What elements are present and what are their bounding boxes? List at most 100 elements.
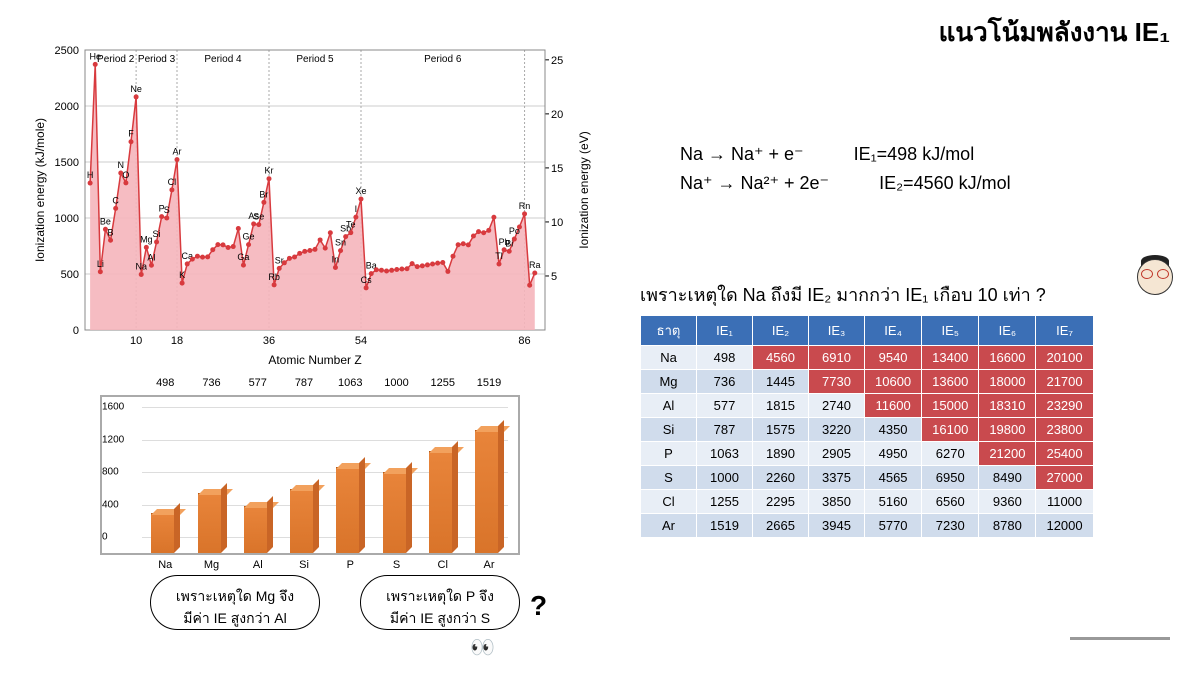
table-cell: 736 (697, 370, 753, 394)
table-cell: 13600 (922, 370, 979, 394)
table-cell: 3850 (809, 490, 865, 514)
footer-divider (1070, 637, 1170, 640)
table-cell: 4350 (865, 418, 922, 442)
svg-text:Period 2: Period 2 (97, 54, 135, 65)
svg-text:Sn: Sn (335, 238, 346, 248)
table-cell: 1255 (697, 490, 753, 514)
svg-text:Ge: Ge (243, 232, 255, 242)
table-cell: 1445 (753, 370, 809, 394)
table-cell: 11000 (1036, 490, 1093, 514)
table-header: IE₅ (922, 316, 979, 346)
table-cell: 15000 (922, 394, 979, 418)
bar-label: P (330, 559, 370, 571)
table-cell: 18000 (979, 370, 1036, 394)
svg-text:Period 3: Period 3 (138, 54, 176, 65)
svg-text:15: 15 (551, 163, 563, 175)
svg-text:25: 25 (551, 55, 563, 67)
table-cell: 21200 (979, 442, 1036, 466)
svg-text:Atomic Number Z: Atomic Number Z (268, 353, 361, 367)
svg-text:10: 10 (130, 335, 142, 347)
table-cell: 4565 (865, 466, 922, 490)
svg-text:5: 5 (551, 271, 557, 283)
table-header: IE₁ (697, 316, 753, 346)
table-header: IE₇ (1036, 316, 1093, 346)
table-row: Si787157532204350161001980023800 (641, 418, 1094, 442)
period3-bar-chart: 040080012001600Na498Mg736Al577Si787P1063… (100, 395, 520, 555)
equations-block: Na → Na⁺ + e⁻ IE₁=498 kJ/mol Na⁺ → Na²⁺ … (680, 140, 1011, 198)
svg-text:2500: 2500 (55, 45, 79, 57)
table-cell: 16600 (979, 346, 1036, 370)
table-row: Na498456069109540134001660020100 (641, 346, 1094, 370)
bar-label: S (377, 559, 417, 571)
bar-value: 498 (145, 377, 185, 511)
table-cell: 20100 (1036, 346, 1093, 370)
bar-value: 1519 (469, 377, 509, 428)
svg-text:18: 18 (171, 335, 183, 347)
table-cell: 6910 (809, 346, 865, 370)
eq1-left: Na → Na⁺ + e⁻ (680, 140, 804, 169)
table-cell: 4950 (865, 442, 922, 466)
table-cell: 21700 (1036, 370, 1093, 394)
svg-text:Period 6: Period 6 (424, 54, 462, 65)
svg-text:2000: 2000 (55, 101, 79, 113)
bar-label: Si (284, 559, 324, 571)
bar-al (244, 506, 267, 553)
table-cell: 577 (697, 394, 753, 418)
speech-bubble-p-s: เพราะเหตุใด P จึง มีค่า IE สูงกว่า S (360, 575, 520, 630)
table-cell: 23290 (1036, 394, 1093, 418)
bar-value: 736 (192, 377, 232, 491)
table-cell: 6950 (922, 466, 979, 490)
bar-label: Mg (192, 559, 232, 571)
table-cell: 10600 (865, 370, 922, 394)
svg-text:36: 36 (263, 335, 275, 347)
svg-text:Period 5: Period 5 (296, 54, 334, 65)
table-cell: 6560 (922, 490, 979, 514)
table-cell: 2295 (753, 490, 809, 514)
table-cell: 18310 (979, 394, 1036, 418)
table-header: IE₂ (753, 316, 809, 346)
table-row: Ar15192665394557707230878012000 (641, 514, 1094, 538)
page-title: แนวโน้มพลังงาน IE₁ (939, 12, 1170, 53)
eq1-right: IE₁=498 kJ/mol (854, 140, 975, 169)
table-cell: 1000 (697, 466, 753, 490)
table-cell: 23800 (1036, 418, 1093, 442)
table-cell: 6270 (922, 442, 979, 466)
svg-text:Cs: Cs (361, 275, 372, 285)
svg-text:1000: 1000 (55, 213, 79, 225)
svg-text:Se: Se (253, 212, 264, 222)
svg-text:Br: Br (259, 189, 268, 199)
svg-text:Ga: Ga (237, 252, 249, 262)
bar-label: Cl (423, 559, 463, 571)
svg-text:Na: Na (135, 261, 147, 271)
svg-text:In: In (332, 255, 340, 265)
svg-text:K: K (179, 270, 185, 280)
table-cell: 1815 (753, 394, 809, 418)
bubble2-line2: มีค่า IE สูงกว่า S (377, 608, 503, 630)
table-cell: 9360 (979, 490, 1036, 514)
bar-p (336, 467, 359, 553)
svg-text:B: B (108, 227, 114, 237)
table-cell: 7230 (922, 514, 979, 538)
question-text: เพราะเหตุใด Na ถึงมี IE₂ มากกว่า IE₁ เกื… (640, 280, 1120, 309)
table-cell: 8490 (979, 466, 1036, 490)
eyes-icon: 👀 (470, 635, 495, 660)
svg-text:Period 4: Period 4 (204, 54, 242, 65)
table-cell: 3945 (809, 514, 865, 538)
table-cell: 1890 (753, 442, 809, 466)
bar-cl (429, 451, 452, 553)
bar-value: 577 (238, 377, 278, 504)
table-row: Mg7361445773010600136001800021700 (641, 370, 1094, 394)
bar-label: Ar (469, 559, 509, 571)
table-cell: 4560 (753, 346, 809, 370)
svg-text:Te: Te (346, 220, 356, 230)
svg-text:F: F (128, 129, 134, 139)
bar-label: Al (238, 559, 278, 571)
table-cell: 2665 (753, 514, 809, 538)
eq2-left: Na⁺ → Na²⁺ + 2e⁻ (680, 169, 829, 198)
table-cell: 12000 (1036, 514, 1093, 538)
svg-text:I: I (355, 204, 358, 214)
table-cell: 16100 (922, 418, 979, 442)
speech-bubble-mg-al: เพราะเหตุใด Mg จึง มีค่า IE สูงกว่า Al (150, 575, 320, 630)
svg-text:Ra: Ra (529, 260, 541, 270)
bubble2-line1: เพราะเหตุใด P จึง (377, 586, 503, 608)
